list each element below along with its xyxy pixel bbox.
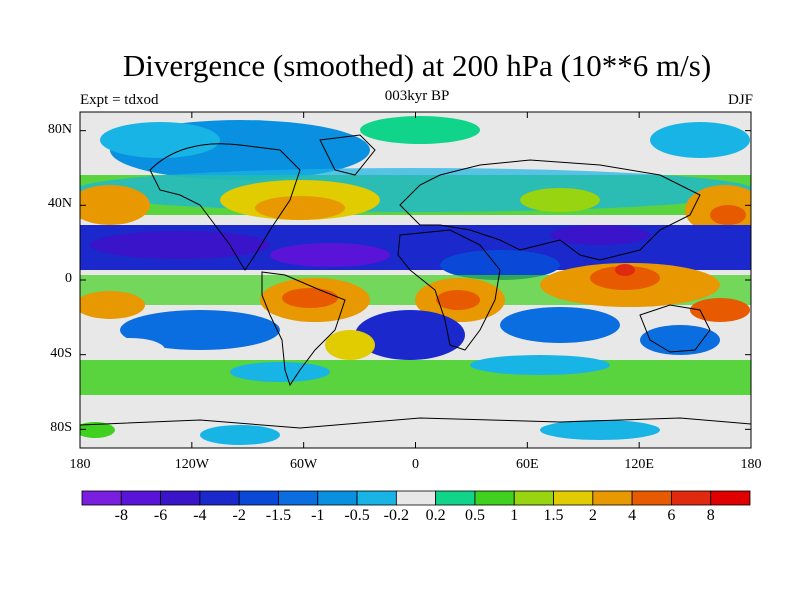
nepac-orange-region — [80, 185, 150, 225]
colorbar-swatch — [317, 490, 358, 506]
time-label: 003kyr BP — [384, 88, 450, 104]
lon-tick-label: 180 — [69, 457, 91, 472]
colorbar-swatch — [671, 490, 712, 506]
experiment-label: Expt = tdxod — [80, 92, 159, 108]
antarctic-green-edge — [80, 422, 115, 438]
colorbar-label: -1 — [311, 507, 325, 524]
page-title: Divergence (smoothed) at 200 hPa (10**6 … — [122, 48, 712, 83]
colorbar-swatch — [81, 490, 122, 506]
lon-tick-label: 120W — [174, 457, 209, 472]
sh-blue-west — [120, 310, 280, 350]
season-label: DJF — [727, 92, 753, 108]
coastlines — [80, 134, 751, 429]
sh-yellow-atl — [325, 330, 375, 360]
maritime-red-region — [590, 266, 660, 290]
colorbar-label: 8 — [706, 507, 715, 524]
lon-tick-label: 60E — [516, 457, 539, 472]
lat-tick-label: 40N — [47, 196, 72, 212]
colorbar-label: 0.5 — [464, 507, 485, 524]
colorbar — [81, 490, 751, 506]
greenland-coast — [319, 134, 376, 176]
asia-green-region — [520, 188, 600, 212]
colorbar-swatch — [710, 490, 751, 506]
colorbar-swatch — [513, 490, 554, 506]
lon-tick-label: 60W — [290, 457, 318, 472]
colorbar-label: -1.5 — [265, 507, 292, 524]
lon-tick-label: 0 — [412, 457, 419, 472]
epac-orange-region — [80, 291, 145, 319]
lon-tick-label: 120E — [624, 457, 654, 472]
sh-white-gap — [95, 338, 165, 362]
npac-red-region — [710, 205, 746, 225]
colorbar-swatch — [631, 490, 672, 506]
colorbar-label: -0.2 — [383, 507, 409, 524]
colorbar-swatch — [356, 490, 397, 506]
north-america-coast — [149, 143, 301, 271]
colorbar-swatch — [238, 490, 279, 506]
subtropical-purple-atl — [270, 243, 390, 267]
lat-tick-label: 80N — [47, 121, 72, 137]
colorbar-label: 0.2 — [425, 507, 446, 524]
axis-ticks — [79, 112, 752, 448]
antarctica-coast — [80, 417, 751, 429]
africa-red-region — [436, 290, 480, 310]
colorbar-label: -6 — [153, 507, 168, 524]
colorbar-label: -0.5 — [344, 507, 370, 524]
colorbar-label: 1 — [510, 507, 519, 524]
sh-blue-indian — [500, 307, 620, 343]
colorbar-label: 4 — [628, 507, 637, 524]
lon-tick-label: 180 — [740, 457, 762, 472]
lat-tick-label: 80S — [50, 420, 72, 436]
lat-tick-label: 0 — [65, 271, 72, 286]
antarctic-cyan-west — [200, 425, 280, 445]
natl-orange-region — [255, 196, 345, 220]
spac-orange-region — [690, 298, 750, 322]
antarctic-cyan-east — [540, 420, 660, 440]
sh-cyan-east — [470, 355, 610, 375]
sh-cyan-west — [230, 362, 330, 382]
colorbar-label: -8 — [114, 507, 128, 524]
colorbar-swatch — [474, 490, 515, 506]
colorbar-label: 1.5 — [543, 507, 564, 524]
south-america-coast — [261, 271, 346, 387]
colorbar-label: -4 — [193, 507, 207, 524]
sh-blue-east — [640, 325, 720, 355]
samerica-red-region — [282, 288, 338, 308]
eurasia-coast — [399, 159, 701, 261]
lat-tick-label: 40S — [50, 345, 72, 361]
colorbar-label: 6 — [667, 507, 676, 524]
indian-blue-region — [440, 250, 560, 280]
arctic-cyan-region — [100, 122, 220, 158]
alaska-blue-region — [650, 122, 750, 158]
colorbar-swatch — [592, 490, 633, 506]
colorbar-swatch — [120, 490, 161, 506]
australia-coast — [639, 304, 711, 353]
colorbar-swatch — [160, 490, 201, 506]
arctic-green-region — [360, 116, 480, 144]
africa-coast — [397, 229, 501, 351]
subtropical-purple-asia — [550, 225, 650, 245]
colorbar-label: -2 — [232, 507, 246, 524]
colorbar-swatch — [435, 490, 476, 506]
sh-green-band — [80, 360, 751, 395]
colorbar-swatch — [553, 490, 594, 506]
colorbar-label: 2 — [588, 507, 597, 524]
colorbar-swatch — [199, 490, 240, 506]
sh-blue-atl — [355, 310, 465, 360]
colorbar-swatch — [278, 490, 319, 506]
southern-ocean-white — [80, 395, 751, 425]
subtropical-purple-west — [90, 231, 270, 259]
colorbar-swatch — [395, 490, 437, 506]
maritime-core-region — [615, 264, 635, 276]
divergence-field — [80, 112, 751, 448]
